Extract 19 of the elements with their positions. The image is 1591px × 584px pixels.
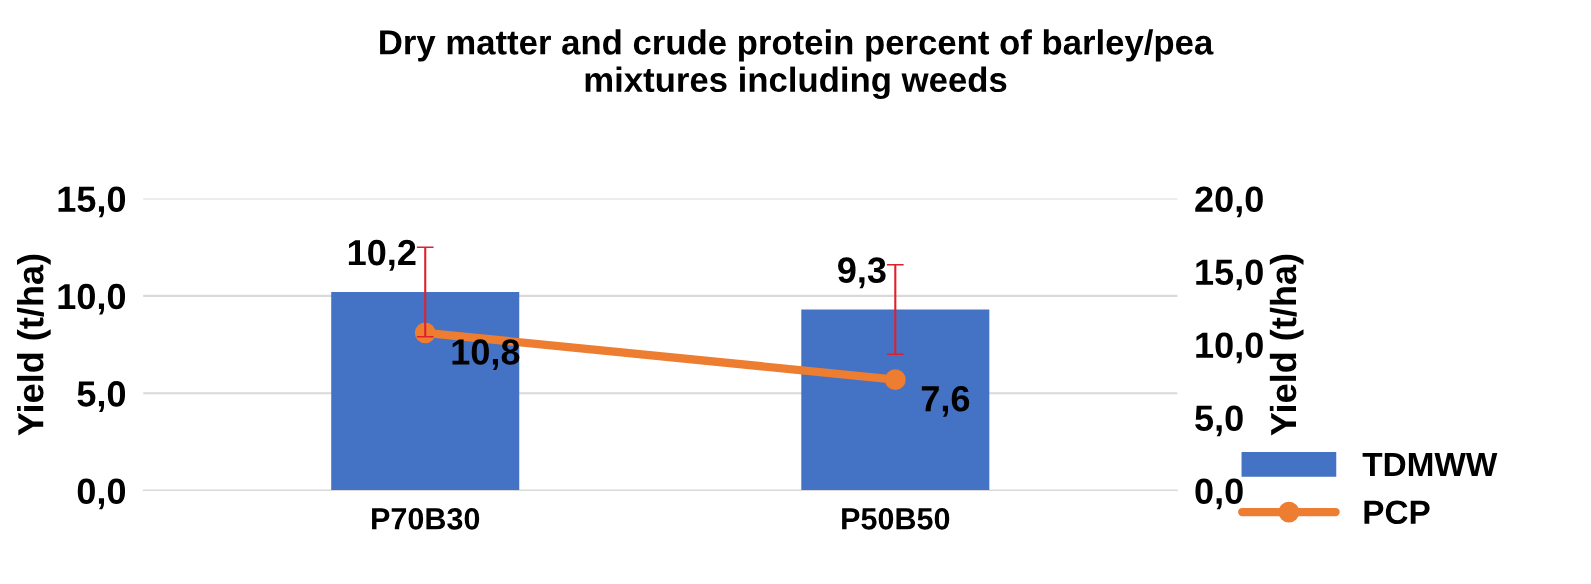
- y-tick-label: 10,0: [58, 283, 126, 315]
- y-axis-title: Yield (t/ha): [17, 254, 51, 436]
- x-tick-label: P70B30: [372, 508, 480, 530]
- legend-label: PCP: [1364, 500, 1430, 525]
- y-tick-label: 15,0: [58, 186, 126, 218]
- y-tick-label: 0,0: [77, 478, 126, 510]
- y2-tick-label: 0,0: [1195, 478, 1243, 510]
- y2-tick-label: 20,0: [1195, 186, 1263, 218]
- y-tick-label: 5,0: [77, 381, 126, 412]
- data-label: 7,6: [921, 385, 970, 417]
- data-label: 10,2: [348, 239, 416, 271]
- data-label: 9,3: [838, 257, 886, 289]
- x-tick-label: P50B50: [842, 508, 950, 530]
- y2-tick-label: 15,0: [1196, 259, 1263, 291]
- y2-axis-title: Yield (t/ha): [1269, 254, 1304, 436]
- y2-tick-label: 10,0: [1196, 332, 1263, 364]
- legend-label: TDMWW: [1362, 453, 1498, 476]
- chart-title: Dry matter and crude protein percent of barley/pea mixtures including weeds: [380, 29, 1214, 100]
- y2-tick-label: 5,0: [1195, 405, 1243, 437]
